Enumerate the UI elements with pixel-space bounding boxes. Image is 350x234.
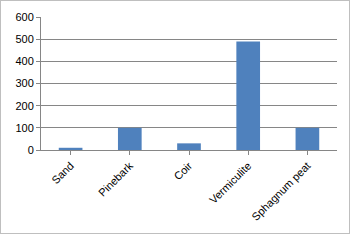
svg-text:400: 400: [15, 55, 33, 67]
svg-text:100: 100: [15, 122, 33, 134]
svg-text:500: 500: [15, 33, 33, 45]
svg-text:200: 200: [15, 100, 33, 112]
svg-text:600: 600: [15, 11, 33, 23]
svg-text:Coir: Coir: [172, 159, 195, 182]
svg-text:300: 300: [15, 77, 33, 89]
svg-text:0: 0: [28, 144, 34, 156]
svg-text:Vermiculite: Vermiculite: [207, 160, 254, 207]
svg-text:Sphagnum peat: Sphagnum peat: [249, 160, 312, 223]
svg-text:Sand: Sand: [49, 160, 76, 187]
svg-text:Pinebark: Pinebark: [96, 159, 136, 199]
